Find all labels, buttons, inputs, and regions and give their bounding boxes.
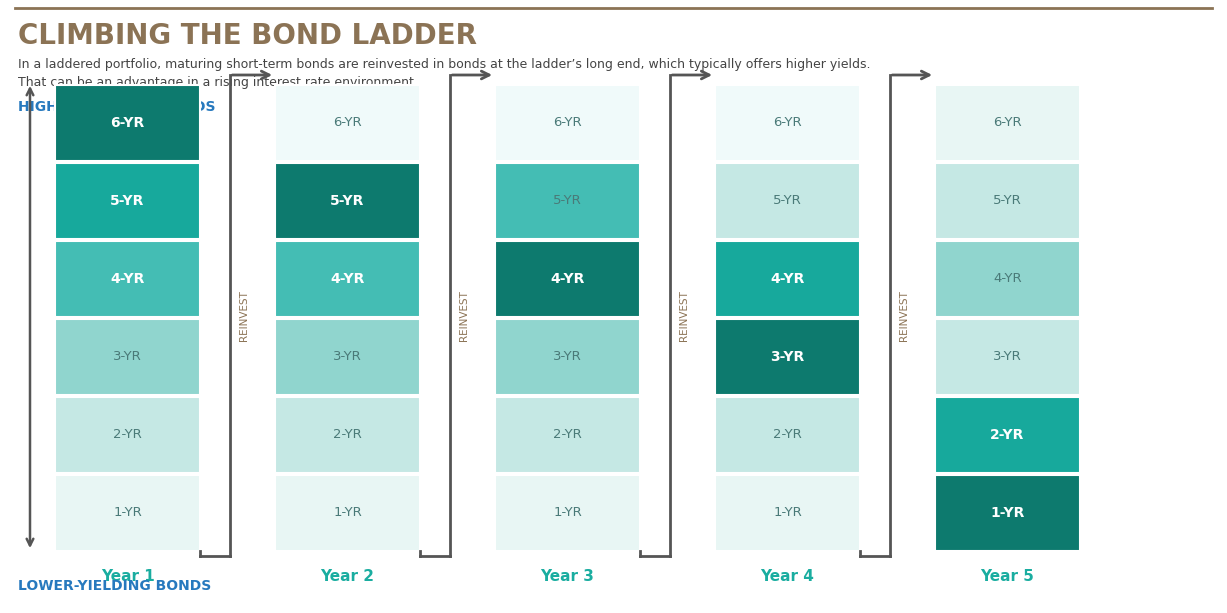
FancyBboxPatch shape xyxy=(715,85,860,161)
Text: 4-YR: 4-YR xyxy=(551,272,585,286)
FancyBboxPatch shape xyxy=(275,475,420,551)
Text: 3-YR: 3-YR xyxy=(993,351,1022,364)
FancyBboxPatch shape xyxy=(935,475,1080,551)
Text: Year 5: Year 5 xyxy=(980,569,1034,584)
Text: 5-YR: 5-YR xyxy=(773,194,802,207)
FancyBboxPatch shape xyxy=(935,163,1080,239)
Text: 2-YR: 2-YR xyxy=(113,428,142,441)
FancyBboxPatch shape xyxy=(935,241,1080,317)
FancyBboxPatch shape xyxy=(55,475,200,551)
Text: 1-YR: 1-YR xyxy=(553,506,582,519)
FancyBboxPatch shape xyxy=(55,319,200,395)
Text: Year 3: Year 3 xyxy=(541,569,594,584)
Text: 2-YR: 2-YR xyxy=(773,428,802,441)
Text: That can be an advantage in a rising interest rate environment.: That can be an advantage in a rising int… xyxy=(18,76,418,89)
FancyBboxPatch shape xyxy=(935,319,1080,395)
Text: 4-YR: 4-YR xyxy=(110,272,145,286)
Text: 5-YR: 5-YR xyxy=(553,194,582,207)
Text: 6-YR: 6-YR xyxy=(773,116,801,129)
Text: In a laddered portfolio, maturing short-term bonds are reinvested in bonds at th: In a laddered portfolio, maturing short-… xyxy=(18,58,870,71)
Text: LOWER-YIELDING BONDS: LOWER-YIELDING BONDS xyxy=(18,579,211,593)
FancyBboxPatch shape xyxy=(275,163,420,239)
FancyBboxPatch shape xyxy=(715,319,860,395)
Text: CLIMBING THE BOND LADDER: CLIMBING THE BOND LADDER xyxy=(18,22,477,50)
Text: 3-YR: 3-YR xyxy=(553,351,582,364)
Text: 1-YR: 1-YR xyxy=(333,506,362,519)
Text: REINVEST: REINVEST xyxy=(899,290,909,341)
FancyBboxPatch shape xyxy=(494,319,640,395)
FancyBboxPatch shape xyxy=(494,475,640,551)
Text: REINVEST: REINVEST xyxy=(459,290,470,341)
Text: Year 4: Year 4 xyxy=(761,569,815,584)
FancyBboxPatch shape xyxy=(275,241,420,317)
Text: 6-YR: 6-YR xyxy=(553,116,582,129)
Text: 3-YR: 3-YR xyxy=(771,350,805,364)
Text: 5-YR: 5-YR xyxy=(330,194,364,208)
FancyBboxPatch shape xyxy=(275,85,420,161)
FancyBboxPatch shape xyxy=(55,85,200,161)
Text: 5-YR: 5-YR xyxy=(110,194,145,208)
FancyBboxPatch shape xyxy=(715,163,860,239)
FancyBboxPatch shape xyxy=(494,85,640,161)
Text: 6-YR: 6-YR xyxy=(993,116,1022,129)
Text: 6-YR: 6-YR xyxy=(334,116,362,129)
Text: 4-YR: 4-YR xyxy=(993,273,1022,286)
FancyBboxPatch shape xyxy=(55,397,200,473)
FancyBboxPatch shape xyxy=(55,163,200,239)
Text: 4-YR: 4-YR xyxy=(771,272,805,286)
FancyBboxPatch shape xyxy=(935,397,1080,473)
Text: REINVEST: REINVEST xyxy=(239,290,249,341)
Text: Year 2: Year 2 xyxy=(320,569,374,584)
FancyBboxPatch shape xyxy=(55,241,200,317)
Text: 1-YR: 1-YR xyxy=(990,506,1025,520)
Text: HIGHER-YIELDING BONDS: HIGHER-YIELDING BONDS xyxy=(18,100,216,114)
Text: 3-YR: 3-YR xyxy=(333,351,362,364)
Text: 1-YR: 1-YR xyxy=(113,506,142,519)
Text: 6-YR: 6-YR xyxy=(110,116,145,130)
Text: 2-YR: 2-YR xyxy=(553,428,582,441)
Text: 2-YR: 2-YR xyxy=(333,428,362,441)
FancyBboxPatch shape xyxy=(275,397,420,473)
Text: 3-YR: 3-YR xyxy=(113,351,142,364)
Text: Year 1: Year 1 xyxy=(101,569,155,584)
FancyBboxPatch shape xyxy=(494,241,640,317)
FancyBboxPatch shape xyxy=(494,163,640,239)
FancyBboxPatch shape xyxy=(275,319,420,395)
FancyBboxPatch shape xyxy=(715,397,860,473)
FancyBboxPatch shape xyxy=(494,397,640,473)
Text: 4-YR: 4-YR xyxy=(330,272,364,286)
Text: REINVEST: REINVEST xyxy=(680,290,690,341)
FancyBboxPatch shape xyxy=(715,475,860,551)
FancyBboxPatch shape xyxy=(715,241,860,317)
Text: 1-YR: 1-YR xyxy=(773,506,802,519)
FancyBboxPatch shape xyxy=(935,85,1080,161)
Text: 5-YR: 5-YR xyxy=(993,194,1022,207)
Text: 2-YR: 2-YR xyxy=(990,428,1025,442)
